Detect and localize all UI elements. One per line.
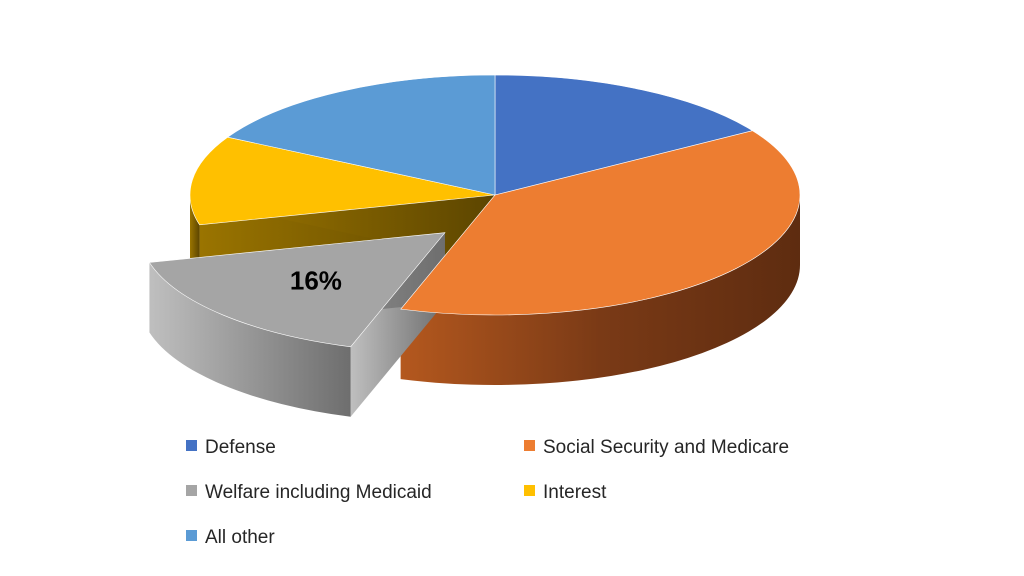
pie-slice-welfare-including-medicaid [148, 232, 446, 348]
pie-slice-all-other [227, 74, 496, 196]
legend-swatch [524, 485, 535, 496]
legend-swatch [524, 440, 535, 451]
pie-slice-social-security-and-medicare [400, 130, 801, 316]
data-label-welfare-including-medicaid: 16% [290, 265, 342, 295]
legend-item-interest: Interest [524, 482, 607, 503]
legend-label: Welfare including Medicaid [205, 482, 432, 503]
legend-item-welfare-including-medicaid: Welfare including Medicaid [186, 482, 432, 503]
legend-label: Social Security and Medicare [543, 437, 789, 458]
legend: Defense Social Security and Medicare Welfa… [186, 437, 789, 548]
data-labels: 16% [290, 265, 342, 295]
legend-swatch [186, 530, 197, 541]
legend-label: Interest [543, 482, 607, 503]
legend-swatch [186, 440, 197, 451]
pie-slice-interest [189, 136, 496, 226]
pie-slice-defense [494, 74, 754, 196]
legend-label: All other [205, 527, 275, 548]
legend-item-defense: Defense [186, 437, 276, 458]
legend-label: Defense [205, 437, 276, 458]
pie-tops [148, 74, 801, 348]
legend-item-social-security-and-medicare: Social Security and Medicare [524, 437, 789, 458]
legend-item-all-other: All other [186, 527, 275, 548]
legend-swatch [186, 485, 197, 496]
